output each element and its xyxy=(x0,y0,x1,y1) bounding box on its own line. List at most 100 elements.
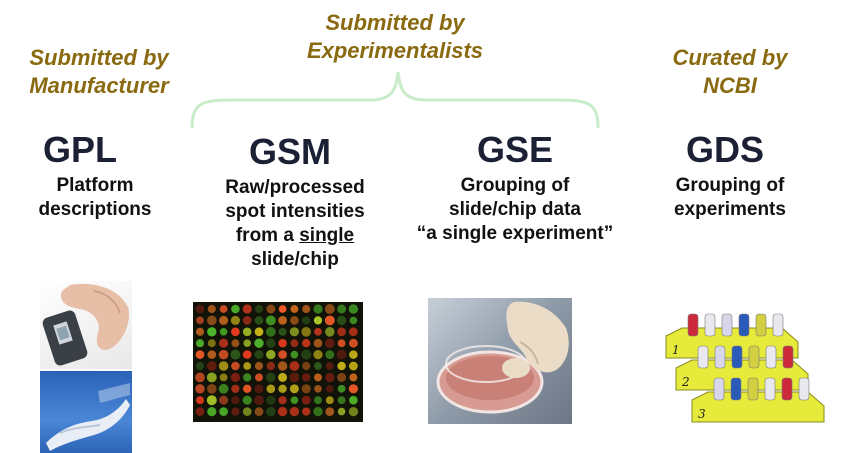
desc-gds: Grouping of experiments xyxy=(655,174,805,222)
array-spot xyxy=(231,361,240,371)
array-spot xyxy=(195,350,205,359)
array-spot xyxy=(206,395,217,406)
array-spot xyxy=(337,304,347,314)
array-spot xyxy=(242,327,252,337)
desc-gsm-single: single xyxy=(299,225,355,246)
array-spot xyxy=(289,361,300,371)
desc-gse-line2: slide/chip data xyxy=(449,199,581,220)
array-spot xyxy=(218,349,229,360)
array-spot xyxy=(349,327,358,337)
array-spot xyxy=(243,339,252,348)
array-spot xyxy=(206,361,217,371)
array-spot xyxy=(242,395,252,405)
array-spot xyxy=(278,305,287,313)
array-spot xyxy=(195,327,205,336)
array-spot xyxy=(313,349,323,360)
array-spot xyxy=(195,384,205,394)
array-spot xyxy=(218,361,229,371)
array-spot xyxy=(254,327,264,337)
submitter-experimentalists: Submitted by Experimentalists xyxy=(280,9,510,65)
array-spot xyxy=(195,361,205,371)
submitter-manufacturer: Submitted by Manufacturer xyxy=(14,44,184,100)
array-spot xyxy=(254,361,264,371)
array-spot xyxy=(337,339,346,348)
array-spot xyxy=(336,349,347,360)
array-spot xyxy=(313,406,323,417)
array-spot xyxy=(278,316,287,325)
rack-label: 1 xyxy=(672,343,680,357)
rack-label: 3 xyxy=(698,407,706,421)
array-spot xyxy=(348,304,359,314)
tube xyxy=(798,377,810,401)
array-spot xyxy=(254,338,264,348)
array-spot xyxy=(206,315,217,326)
array-spot xyxy=(195,407,205,416)
array-spot xyxy=(337,372,347,382)
array-spot xyxy=(324,338,335,349)
array-spot xyxy=(301,349,312,360)
array-spot xyxy=(219,395,229,405)
array-spot xyxy=(254,395,264,406)
array-spot xyxy=(277,361,288,371)
code-gpl: GPL xyxy=(42,129,117,170)
array-spot xyxy=(348,384,359,394)
array-spot xyxy=(242,316,252,325)
array-spot xyxy=(313,338,323,348)
array-spot xyxy=(218,383,229,394)
tube-racks-image: 1 2 3 xyxy=(662,306,834,428)
array-spot xyxy=(302,304,311,314)
array-spot xyxy=(255,373,263,382)
array-spot xyxy=(289,384,299,394)
array-spot xyxy=(254,350,264,360)
code-gse: GSE xyxy=(476,129,554,170)
tube xyxy=(687,313,699,337)
array-spot xyxy=(196,316,204,325)
desc-gse-line3: “a single experiment” xyxy=(416,223,614,244)
array-spot xyxy=(230,372,241,383)
array-spot xyxy=(266,372,276,383)
tube xyxy=(697,345,709,369)
tube xyxy=(731,345,743,369)
array-spot xyxy=(302,407,311,416)
submitter-manufacturer-line2: Manufacturer xyxy=(29,73,169,98)
array-spot xyxy=(206,383,217,394)
array-spot xyxy=(337,396,346,405)
array-spot xyxy=(243,373,252,382)
array-spot xyxy=(195,304,205,314)
desc-gsm-line3: from a single xyxy=(200,224,390,248)
array-spot xyxy=(324,315,335,326)
array-spot xyxy=(349,395,358,405)
array-spot xyxy=(254,316,264,325)
tube xyxy=(772,313,784,337)
array-spot xyxy=(314,396,322,405)
code-gds: GDS xyxy=(685,129,764,170)
array-spot xyxy=(301,373,311,382)
desc-gsm-line4: slide/chip xyxy=(251,249,339,270)
array-spot xyxy=(349,316,358,325)
array-spot xyxy=(207,406,217,417)
array-spot xyxy=(278,350,287,359)
array-spot xyxy=(242,384,252,394)
array-spot xyxy=(337,407,346,416)
array-spot xyxy=(219,373,228,382)
submitter-experimentalists-line2: Experimentalists xyxy=(306,38,484,63)
desc-gds-line2: experiments xyxy=(674,199,786,220)
array-spot xyxy=(219,315,229,325)
array-spot xyxy=(231,396,240,405)
tube xyxy=(730,377,742,401)
tube xyxy=(738,313,750,337)
array-spot xyxy=(348,406,359,417)
array-spot xyxy=(325,384,334,393)
array-spot xyxy=(207,327,217,337)
array-spot xyxy=(266,349,276,360)
array-spot xyxy=(337,384,346,393)
array-spot xyxy=(278,338,287,348)
array-spot xyxy=(336,315,347,326)
array-spot xyxy=(314,362,322,370)
array-spot xyxy=(290,316,299,325)
tube xyxy=(721,313,733,337)
tube xyxy=(704,313,716,337)
desc-gse-line1: Grouping of xyxy=(460,175,570,196)
array-spot xyxy=(219,327,228,336)
array-spot xyxy=(314,384,322,393)
